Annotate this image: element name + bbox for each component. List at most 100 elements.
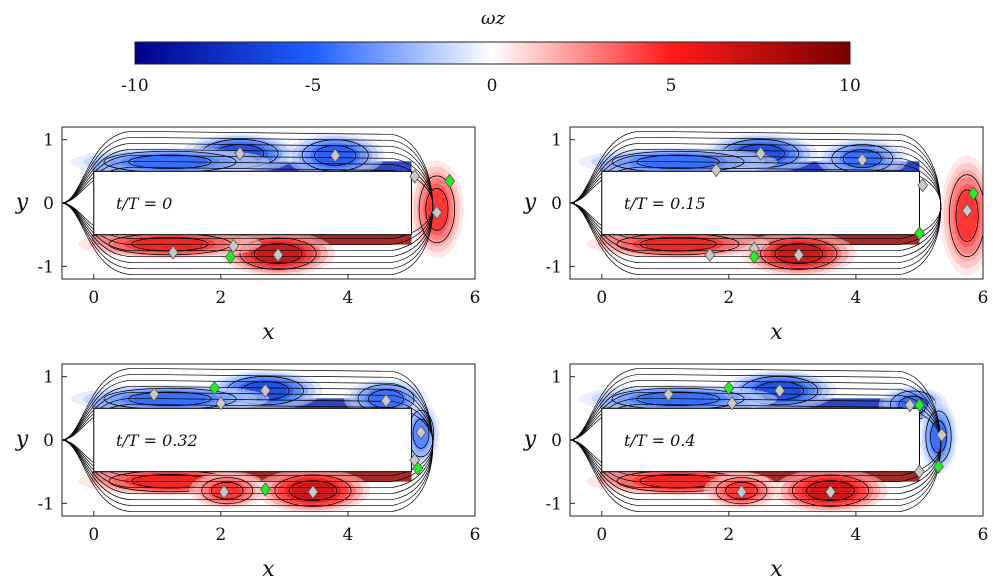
vortex-patch [643,473,713,489]
x-axis-label: x [262,557,275,580]
green-diamond-marker [914,397,925,413]
body-rectangle [601,170,920,236]
vortex-patch [643,236,713,252]
green-diamond-marker [259,482,271,497]
streamline [412,418,430,449]
x-axis-label: x [770,557,783,580]
y-axis-label: y [523,190,537,215]
streamline [842,149,882,169]
y-tick-label: 0 [551,431,562,451]
body-rectangle [601,407,920,473]
x-tick-label: 2 [215,525,226,545]
y-tick-label: 1 [551,368,562,388]
x-tick-label: 0 [596,525,607,545]
x-tick-label: 2 [723,288,734,308]
gray-diamond-marker [218,484,230,500]
colorbar-tick: -10 [121,76,148,96]
green-diamond-marker [914,226,925,241]
x-tick-label: 2 [723,525,734,545]
green-diamond-marker [209,380,220,396]
streamline [948,174,983,258]
streamline [239,237,317,270]
y-axis-label: y [15,427,29,452]
vortex-patch [135,236,205,252]
green-diamond-marker [225,249,236,265]
panel-label: t/T = 0.4 [624,431,696,450]
x-axis-label: x [770,320,783,345]
colorbar-tick: -5 [305,76,322,96]
gray-diamond-marker [148,387,160,402]
streamline [253,243,303,264]
x-axis-label: x [262,320,275,345]
body-rectangle [93,170,412,236]
y-axis-label: y [15,190,29,215]
panel-label: t/T = 0.32 [116,431,198,450]
gray-diamond-marker [936,427,948,443]
streamline [760,237,838,270]
green-diamond-marker [748,249,760,265]
green-diamond-marker [968,186,979,201]
panel-label: t/T = 0 [116,194,172,213]
x-tick-label: 2 [215,288,226,308]
x-tick-label: 4 [851,525,862,545]
streamline [288,480,338,501]
x-tick-label: 6 [978,525,989,545]
streamline [791,474,870,507]
x-tick-label: 6 [470,288,481,308]
y-tick-label: -1 [37,257,54,277]
colorbar-tick: 5 [666,76,677,96]
x-tick-label: 6 [978,288,989,308]
streamline [62,367,434,513]
green-diamond-marker [444,173,455,188]
gray-diamond-marker [704,247,716,263]
streamline [806,480,855,501]
y-axis-label: y [523,427,537,452]
gray-diamond-marker [228,238,239,254]
x-tick-label: 6 [470,525,481,545]
gray-diamond-marker [215,396,227,411]
y-tick-label: 1 [551,131,562,151]
green-diamond-marker [933,459,944,474]
gray-diamond-marker [259,383,271,398]
gray-diamond-marker [415,425,427,440]
gray-diamond-marker [755,146,766,161]
x-tick-label: 0 [596,288,607,308]
colorbar-tick: 0 [487,76,498,96]
x-tick-label: 4 [851,288,862,308]
panel: t/T = 0.15 0 2 4 6 1 0 -1 x y [523,126,989,345]
streamline [418,175,456,244]
gray-diamond-marker [793,247,805,263]
green-diamond-marker [412,461,424,476]
y-tick-label: 0 [551,194,562,214]
colorbar-tick: 10 [839,76,861,96]
gray-diamond-marker [307,484,319,500]
gray-diamond-marker [917,178,929,193]
panel: t/T = 0.32 0 2 4 6 1 0 -1 x y [15,363,481,580]
streamline [715,477,768,505]
streamline [210,481,244,500]
gray-diamond-marker [272,247,284,263]
body-rectangle [93,407,412,473]
y-tick-label: 1 [43,131,54,151]
streamline [201,477,254,505]
y-tick-label: 0 [43,194,54,214]
vortex-patch [135,473,205,489]
gray-diamond-marker [774,383,786,398]
gray-diamond-marker [329,148,341,163]
gray-diamond-marker [904,397,916,413]
streamline [774,243,823,264]
gray-diamond-marker [856,152,868,168]
gray-diamond-marker [431,205,443,220]
panel: t/T = 0.4 0 2 4 6 1 0 -1 x y [523,363,989,580]
gray-diamond-marker [825,484,836,500]
x-tick-label: 0 [88,525,99,545]
colorbar [134,41,851,65]
panel-label: t/T = 0.15 [624,194,706,213]
panels-group: t/T = 0 0 2 4 6 1 0 -1 x y t/T = 0.15 0 2 4 6 1 0 -1 x y t/T… [15,126,989,580]
streamline [955,189,979,242]
gray-diamond-marker [914,464,925,479]
y-tick-label: -1 [37,494,54,514]
gray-diamond-marker [663,387,674,402]
gray-diamond-marker [710,162,722,178]
